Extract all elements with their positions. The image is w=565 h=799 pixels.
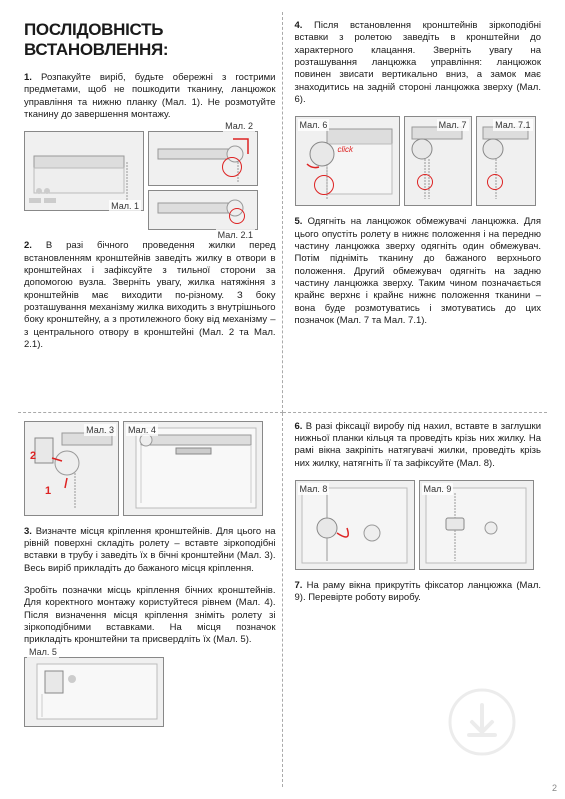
figure-6-label: Мал. 6 (298, 119, 330, 131)
chain-holder-illustration (421, 483, 531, 568)
figure-5-label: Мал. 5 (27, 646, 59, 658)
figure-3: Мал. 3 2 1 (24, 421, 119, 516)
figure-4-label: Мал. 4 (126, 424, 158, 436)
drill-bracket-illustration (27, 659, 162, 724)
step-6-text: 6. В разі фіксації виробу під нахил, вст… (295, 421, 542, 470)
quadrant-bottom-right: 6. В разі фіксації виробу під нахил, вст… (283, 413, 548, 787)
figure-7-1-label: Мал. 7.1 (493, 119, 532, 131)
mount-click-illustration (297, 119, 397, 204)
figure-2-label: Мал. 2 (223, 120, 255, 132)
quadrant-top-right: 4. Після встановлення кронштейнів зіркоп… (283, 12, 548, 413)
figure-7-label: Мал. 7 (437, 119, 469, 131)
roller-blind-illustration (29, 136, 139, 206)
page-title: ПОСЛІДОВНІСТЬ ВСТАНОВЛЕННЯ: (24, 20, 276, 60)
figure-1-label: Мал. 1 (109, 200, 141, 212)
figure-3-label: Мал. 3 (84, 424, 116, 436)
step-3b-text: Зробіть позначки місць кріплення бічних … (24, 585, 276, 647)
step-3a-text: 3. Визначте місця кріплення кронштейнів.… (24, 526, 276, 575)
figure-9: Мал. 9 (419, 480, 534, 570)
page-number: 2 (552, 783, 557, 793)
step-5-text: 5. Одягніть на ланцюжок обмежувачі ланцю… (295, 216, 542, 327)
figure-row-3: Мал. 3 2 1 Мал. 4 (24, 421, 276, 516)
step-1-text: 1. Розпакуйте виріб, будьте обережні з г… (24, 72, 276, 121)
highlight-circle (487, 174, 503, 190)
highlight-circle (314, 175, 334, 195)
chain-limiter-detail-illustration (478, 119, 533, 204)
highlight-circle (417, 174, 433, 190)
figure-7-1: Мал. 7.1 (476, 116, 536, 206)
step-7-text: 7. На раму вікна прикрутіть фіксатор лан… (295, 580, 542, 605)
figure-2-1-label: Мал. 2.1 (216, 229, 255, 241)
watermark-icon (447, 687, 517, 757)
figure-7: Мал. 7 (404, 116, 472, 206)
figure-6: Мал. 6 click (295, 116, 400, 206)
click-label: click (338, 145, 354, 154)
figure-2: Мал. 2 (148, 131, 258, 186)
step-4-text: 4. Після встановлення кронштейнів зіркоп… (295, 20, 542, 106)
red-number-1: 1 (45, 485, 51, 497)
figure-row-5: Мал. 8 Мал. 9 (295, 480, 542, 570)
red-number-2: 2 (30, 450, 36, 462)
figure-row-4: Мал. 5 (24, 657, 276, 727)
step-2-text: 2. В разі бічного проведення жилки перед… (24, 240, 276, 351)
figure-2-1: Мал. 2.1 (148, 190, 258, 230)
tensioner-illustration (297, 483, 412, 568)
figure-4: Мал. 4 (123, 421, 263, 516)
figure-9-label: Мал. 9 (422, 483, 454, 495)
figure-row-1: Мал. 1 Мал. 2 (24, 131, 276, 230)
bracket-assembly-illustration (27, 423, 117, 513)
figure-1: Мал. 1 (24, 131, 144, 211)
chain-limiter-illustration (407, 119, 469, 204)
figure-row-2: Мал. 6 click Мал. 7 (295, 116, 542, 206)
figure-8: Мал. 8 (295, 480, 415, 570)
figure-8-label: Мал. 8 (298, 483, 330, 495)
figure-5: Мал. 5 (24, 657, 164, 727)
quadrant-bottom-left: Мал. 3 2 1 Мал. 4 3. Визначте місця кріп… (18, 413, 283, 787)
level-mounting-illustration (126, 423, 261, 513)
quadrant-top-left: ПОСЛІДОВНІСТЬ ВСТАНОВЛЕННЯ: 1. Розпакуйт… (18, 12, 283, 413)
